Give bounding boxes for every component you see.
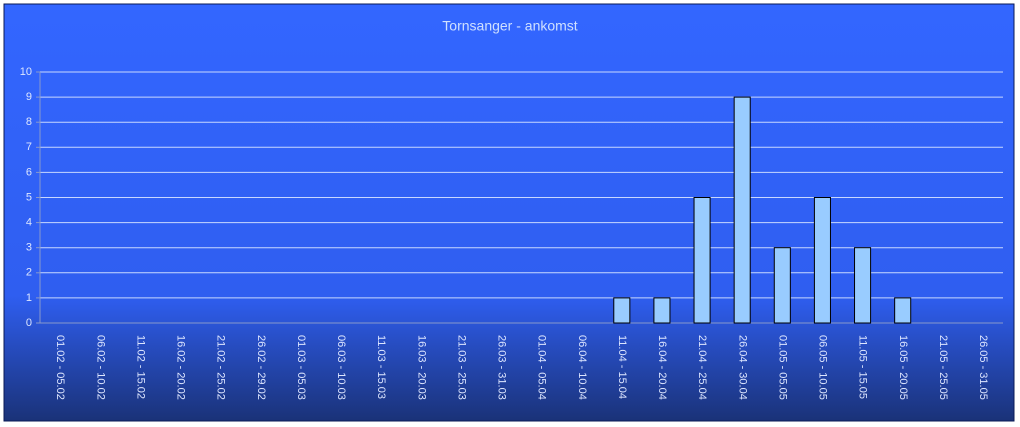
x-tick-label: 11.04 - 15.04 xyxy=(616,335,628,399)
y-tick-label: 3 xyxy=(26,242,32,254)
y-tick-label: 2 xyxy=(26,267,32,279)
chart-title: Tornsanger - ankomst xyxy=(442,18,578,34)
y-tick-label: 1 xyxy=(26,292,32,304)
x-tick-label: 01.02 - 05.02 xyxy=(54,335,66,400)
bar xyxy=(733,96,751,324)
x-tick-label: 01.05 - 05.05 xyxy=(776,335,788,400)
bar xyxy=(613,297,631,324)
bar xyxy=(854,247,872,324)
y-tick-label: 0 xyxy=(26,317,32,329)
y-tick-label: 9 xyxy=(26,91,32,103)
x-tick-label: 01.04 - 05.04 xyxy=(536,335,548,400)
x-tick-label: 26.03 - 31.03 xyxy=(496,335,508,400)
chart-background xyxy=(3,3,1015,422)
x-tick-label: 11.03 - 15.03 xyxy=(375,335,387,399)
x-tick-label: 26.02 - 29.02 xyxy=(255,335,267,400)
y-tick-label: 5 xyxy=(26,191,32,203)
x-tick-label: 01.03 - 05.03 xyxy=(295,335,307,400)
x-tick-label: 21.03 - 25.03 xyxy=(455,335,467,400)
x-tick-label: 21.04 - 25.04 xyxy=(696,335,708,400)
x-tick-label: 06.04 - 10.04 xyxy=(576,335,588,400)
x-tick-label: 26.04 - 30.04 xyxy=(736,335,748,400)
x-tick-label: 11.02 - 15.02 xyxy=(134,335,146,399)
y-tick-label: 7 xyxy=(26,141,32,153)
x-tick-label: 06.02 - 10.02 xyxy=(94,335,106,400)
x-tick-label: 16.04 - 20.04 xyxy=(656,335,668,400)
bar xyxy=(653,297,671,324)
x-tick-label: 16.03 - 20.03 xyxy=(415,335,427,400)
x-tick-label: 21.02 - 25.02 xyxy=(215,335,227,400)
y-tick-label: 10 xyxy=(20,66,32,78)
bar xyxy=(813,197,831,324)
x-tick-label: 16.02 - 20.02 xyxy=(175,335,187,400)
x-tick-label: 16.05 - 20.05 xyxy=(897,335,909,400)
x-tick-label: 11.05 - 15.05 xyxy=(857,335,869,399)
bar xyxy=(894,297,912,324)
bar xyxy=(773,247,791,324)
y-tick-label: 6 xyxy=(26,166,32,178)
x-tick-label: 21.05 - 25.05 xyxy=(937,335,949,400)
y-tick-label: 8 xyxy=(26,116,32,128)
x-tick-label: 06.03 - 10.03 xyxy=(335,335,347,400)
bar xyxy=(693,197,711,324)
x-tick-label: 26.05 - 31.05 xyxy=(977,335,989,400)
x-tick-label: 06.05 - 10.05 xyxy=(817,335,829,400)
y-tick-label: 4 xyxy=(26,217,32,229)
